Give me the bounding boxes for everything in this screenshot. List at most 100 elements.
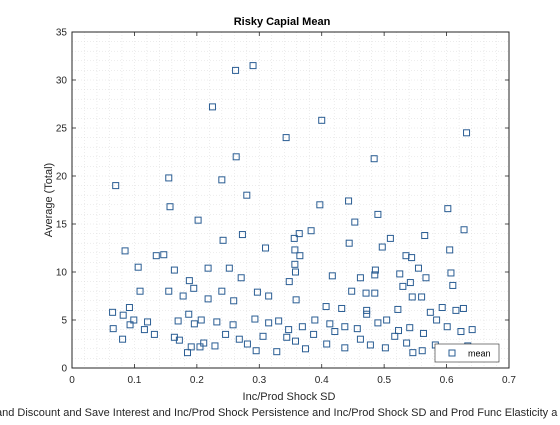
x-tick-label: 0: [69, 375, 75, 386]
data-point: [316, 201, 324, 209]
data-point: [265, 319, 273, 327]
data-point: [363, 310, 371, 318]
data-point: [252, 347, 260, 355]
x-tick-label: 0.5: [377, 375, 391, 386]
data-point: [310, 330, 318, 338]
data-point: [414, 264, 422, 272]
y-tick-label: 25: [56, 124, 68, 135]
x-tick-label: 0.4: [315, 375, 329, 386]
data-point: [194, 216, 202, 224]
data-point: [301, 345, 309, 353]
data-point: [160, 251, 168, 259]
y-tick-label: 15: [56, 220, 68, 231]
y-tick-label: 35: [56, 28, 68, 39]
data-point: [426, 308, 434, 316]
x-tick-labels: 0 0.1 0.2 0.3 0.4 0.5 0.6 0.7: [69, 375, 516, 386]
data-point: [328, 272, 336, 280]
data-point: [381, 344, 389, 352]
data-point: [213, 318, 221, 326]
data-point: [468, 326, 476, 334]
data-point: [291, 246, 299, 254]
data-point: [366, 341, 374, 349]
data-point: [265, 292, 273, 300]
data-point: [356, 335, 364, 343]
data-point: [374, 319, 382, 327]
data-point: [225, 264, 233, 272]
minor-grid: [72, 32, 509, 368]
data-point: [433, 316, 441, 324]
y-tick-labels: 0 5 10 15 20 25 30 35: [56, 28, 68, 375]
data-point: [438, 304, 446, 312]
data-point: [403, 339, 411, 347]
data-point: [109, 325, 117, 333]
data-point: [204, 264, 212, 272]
footer-caption: and Discount and Save Interest and Inc/P…: [0, 407, 558, 419]
data-point: [251, 315, 259, 323]
data-point: [409, 349, 417, 357]
data-point: [307, 227, 315, 235]
data-point: [460, 226, 468, 234]
data-point: [232, 66, 240, 74]
data-point: [152, 252, 160, 260]
data-point: [394, 305, 402, 313]
data-point: [282, 134, 290, 142]
data-point: [459, 304, 467, 312]
data-point: [229, 321, 237, 329]
data-point: [406, 324, 414, 332]
data-point: [237, 274, 245, 282]
data-point: [185, 277, 193, 285]
data-point: [144, 318, 152, 326]
data-point: [406, 279, 414, 287]
data-point: [273, 348, 281, 356]
data-point: [185, 310, 193, 318]
data-point: [235, 335, 243, 343]
data-point: [457, 328, 465, 336]
data-point: [386, 234, 394, 242]
x-tick-label: 0.7: [502, 375, 516, 386]
data-point: [353, 325, 361, 333]
data-point: [119, 311, 127, 319]
data-point: [130, 316, 138, 324]
data-point: [112, 182, 120, 190]
x-tick-label: 0.6: [440, 375, 454, 386]
data-point: [136, 287, 144, 295]
data-point: [249, 62, 257, 70]
data-point: [291, 268, 299, 276]
data-point: [109, 308, 117, 316]
data-point: [253, 288, 261, 296]
data-point: [222, 330, 230, 338]
data-point: [285, 278, 293, 286]
data-point: [370, 155, 378, 163]
data-point: [444, 205, 452, 213]
legend-box: [434, 343, 500, 363]
data-point: [243, 340, 251, 348]
data-point: [187, 343, 195, 351]
data-point: [418, 347, 426, 355]
data-point: [219, 236, 227, 244]
data-point: [399, 282, 407, 290]
data-point: [218, 287, 226, 295]
data-point: [262, 244, 270, 252]
x-tick-label: 0.2: [190, 375, 204, 386]
data-point: [371, 271, 379, 279]
data-point: [341, 344, 349, 352]
legend[interactable]: mean: [434, 343, 500, 363]
data-point: [396, 270, 404, 278]
data-point: [356, 274, 364, 282]
data-point: [326, 320, 334, 328]
data-point: [395, 327, 403, 335]
data-point: [126, 321, 134, 329]
data-point: [290, 234, 298, 242]
y-tick-label: 10: [56, 268, 68, 279]
data-point: [391, 332, 399, 340]
data-point: [183, 349, 191, 357]
data-point: [196, 343, 204, 351]
data-points: [109, 62, 476, 357]
data-point: [443, 323, 451, 331]
data-point: [345, 197, 353, 205]
data-point: [179, 292, 187, 300]
data-point: [408, 293, 416, 301]
axes-box: [71, 31, 510, 369]
data-point: [121, 247, 129, 255]
data-point: [371, 266, 379, 274]
